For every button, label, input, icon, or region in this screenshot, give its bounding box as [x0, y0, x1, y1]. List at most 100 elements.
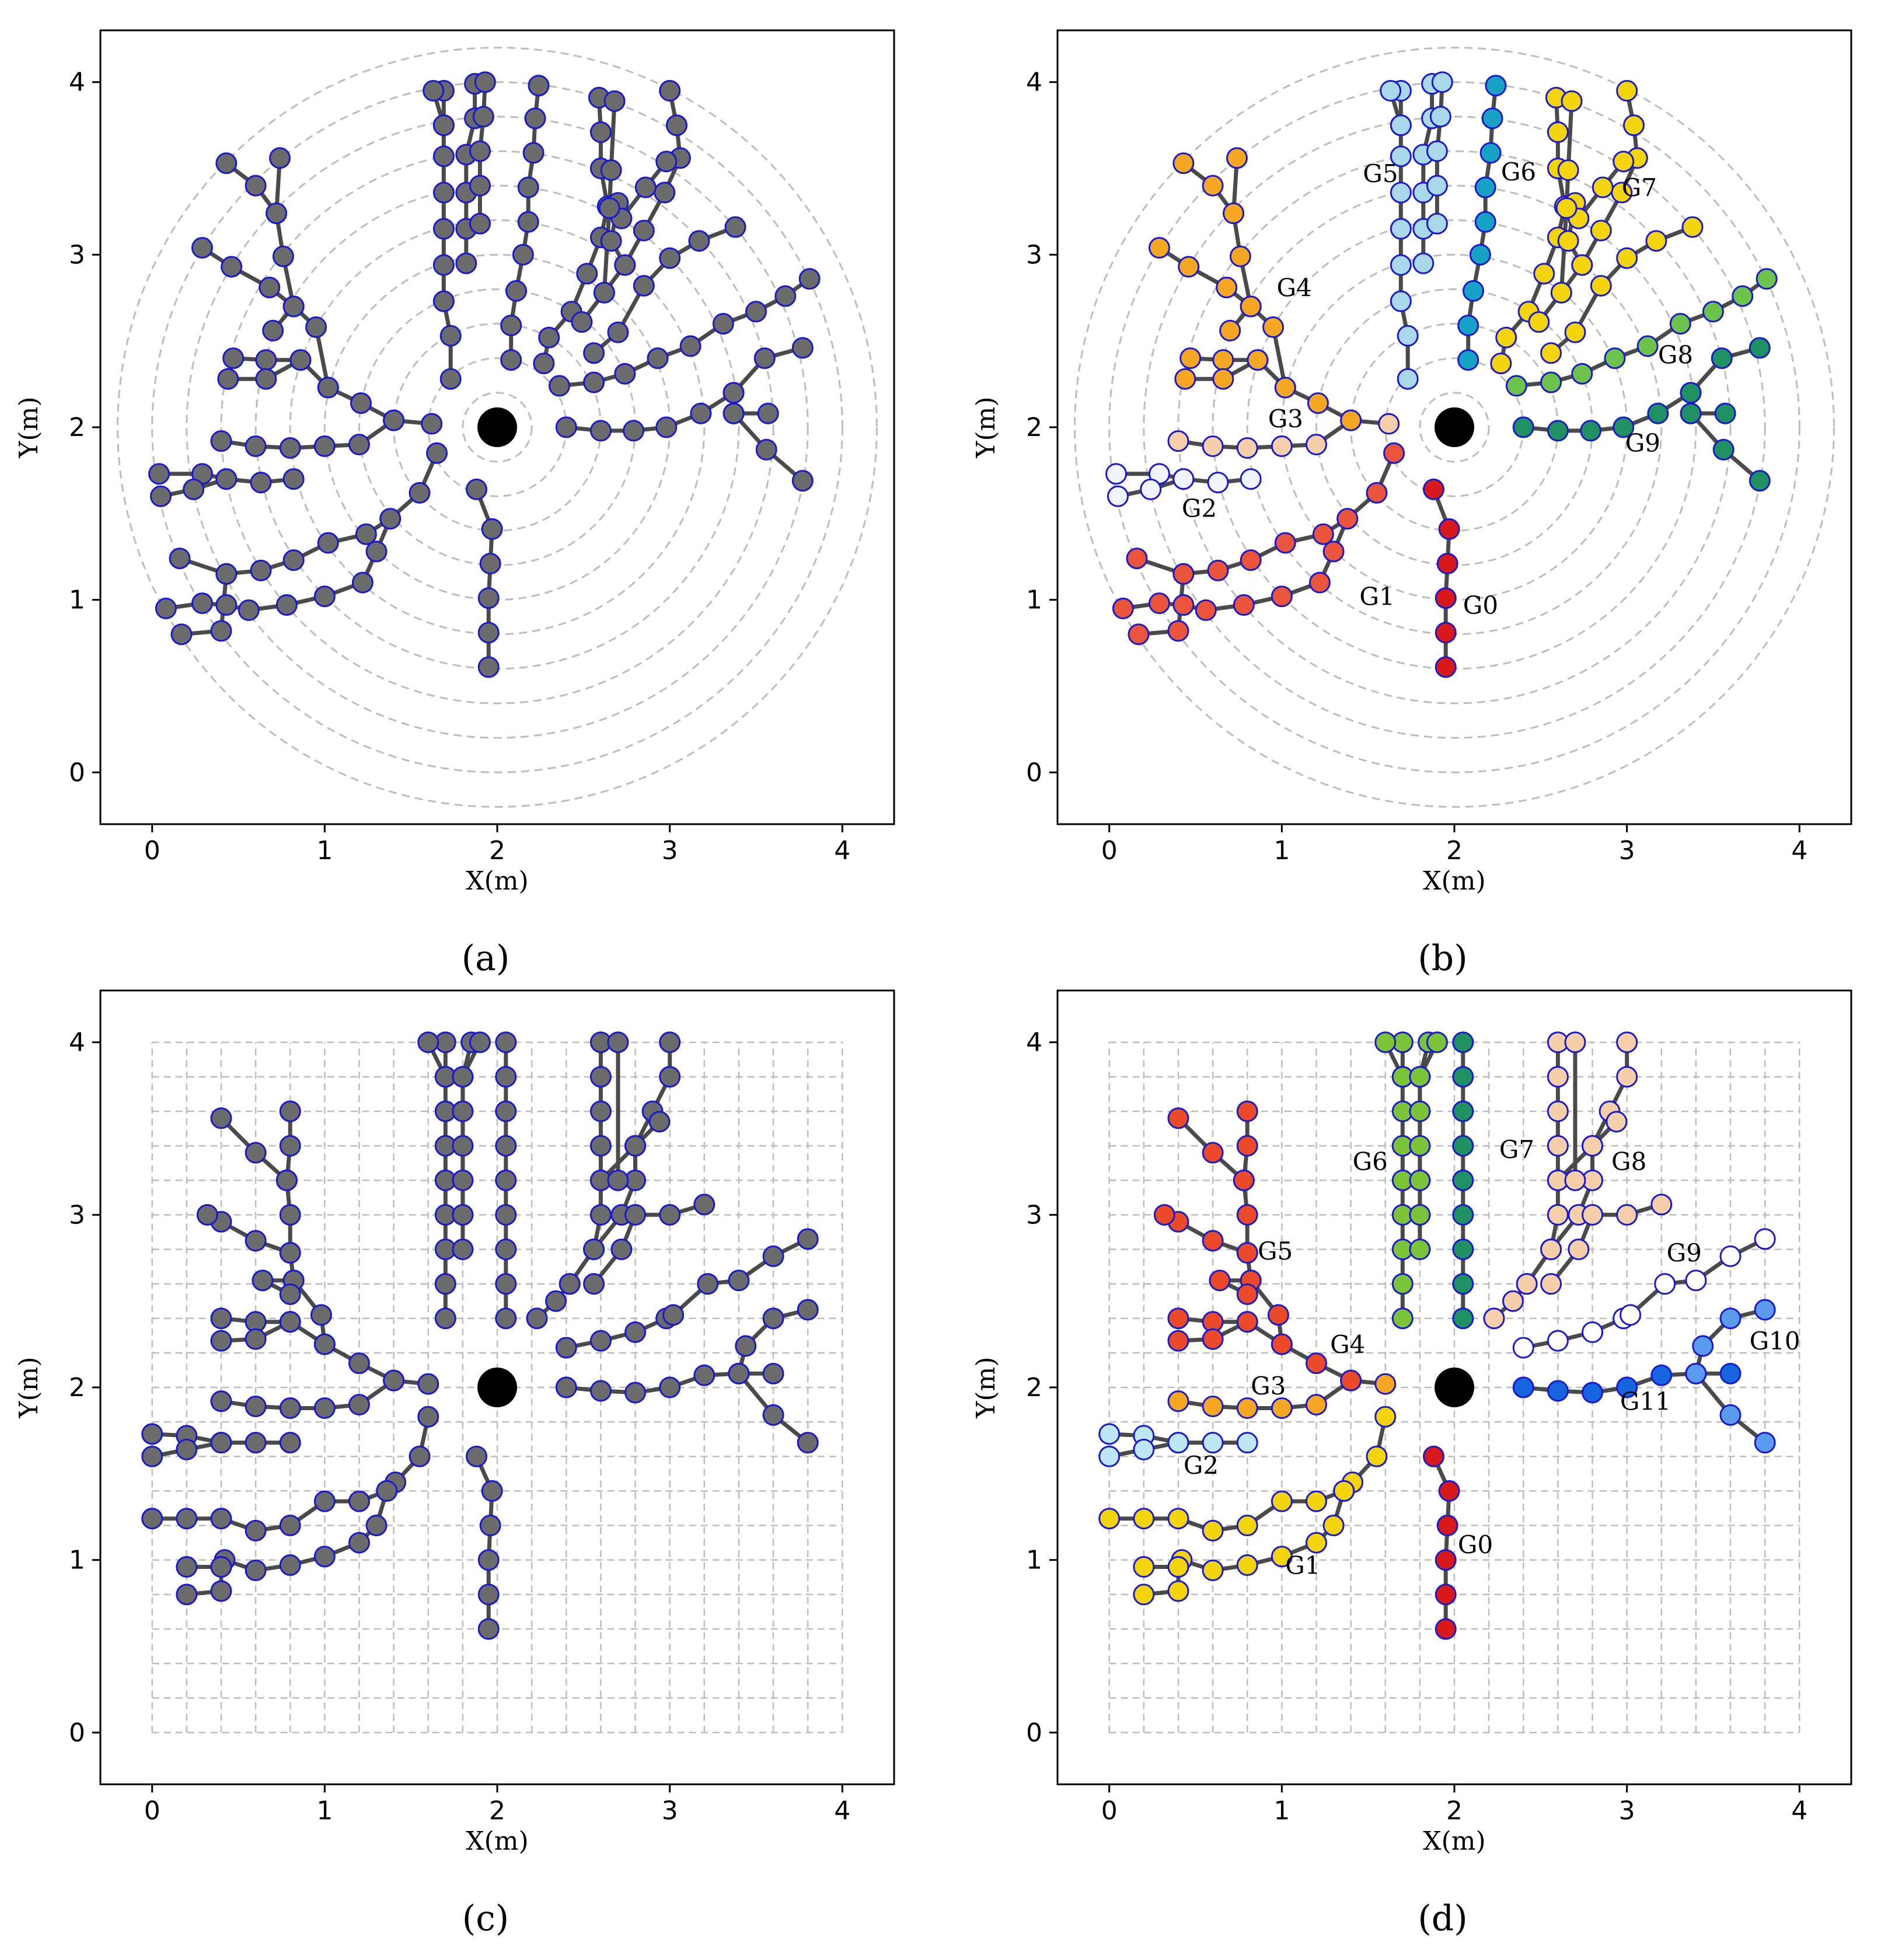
node-point [262, 319, 284, 341]
y-tick-label: 3 [69, 1200, 85, 1230]
node-point [571, 311, 593, 333]
plot-area [141, 1031, 843, 1734]
node-point [1479, 142, 1502, 164]
y-tick-label: 4 [69, 1028, 85, 1058]
node-point [1322, 1515, 1345, 1537]
node-point [1236, 1432, 1258, 1454]
node-point [268, 147, 291, 169]
node-point [210, 1432, 232, 1454]
node-point [1580, 420, 1602, 442]
x-tick-label: 3 [1619, 1796, 1635, 1826]
node-point [659, 247, 681, 269]
node-point [512, 243, 534, 266]
node-point [1557, 230, 1579, 252]
node-point [762, 1362, 784, 1384]
node-point [176, 1438, 198, 1460]
node-point [1333, 1480, 1355, 1502]
node-point [1732, 285, 1754, 307]
node-point [1133, 1438, 1155, 1460]
node-point [1336, 508, 1359, 530]
node-point [1423, 478, 1445, 500]
node-point [589, 121, 612, 143]
node-point [1271, 435, 1293, 458]
y-tick-label: 1 [69, 585, 85, 615]
group-label: G9 [1667, 1239, 1702, 1267]
node-point [1547, 1380, 1569, 1402]
node-point [149, 485, 172, 507]
node-point [481, 1480, 503, 1502]
group-label: G4 [1330, 1330, 1365, 1359]
node-point [495, 1307, 517, 1330]
node-point [693, 1194, 716, 1216]
node-point [1438, 1480, 1460, 1502]
node-point [589, 1380, 612, 1402]
node-point [1322, 540, 1345, 563]
node-point [1582, 1204, 1604, 1226]
group-label: G0 [1458, 1530, 1493, 1559]
plot-area [1098, 1031, 1800, 1734]
node-point [210, 430, 232, 452]
node-point [1383, 442, 1405, 464]
node-point [452, 1169, 474, 1191]
node-point [634, 176, 657, 198]
node-point [479, 553, 501, 575]
node-point [1647, 402, 1669, 424]
node-point [697, 1273, 719, 1295]
node-point [196, 1204, 218, 1226]
node-point [1533, 263, 1555, 285]
node-point [1391, 1273, 1414, 1295]
node-point [1547, 1066, 1569, 1088]
node-point [1582, 1382, 1604, 1404]
node-point [426, 442, 448, 464]
node-point [633, 275, 655, 297]
node-point [170, 623, 193, 646]
node-point [600, 159, 622, 181]
node-point [524, 107, 546, 130]
node-point [1167, 620, 1189, 642]
node-point [1540, 1273, 1562, 1295]
node-point [1669, 313, 1691, 335]
node-point [1409, 1238, 1431, 1260]
node-point [1474, 176, 1496, 198]
branch-line [1492, 1042, 1560, 1320]
node-point [1557, 159, 1579, 181]
node-point [495, 1066, 517, 1088]
node-point [1754, 1432, 1776, 1454]
node-point [1374, 1406, 1397, 1428]
node-point [141, 1445, 163, 1467]
node-point [217, 368, 239, 390]
node-point [279, 437, 301, 459]
node-point [791, 470, 814, 492]
range-circle [1419, 392, 1490, 463]
node-point [434, 1307, 456, 1330]
group-label: G2 [1184, 1451, 1219, 1480]
y-tick-label: 2 [1026, 413, 1042, 442]
node-point [538, 326, 560, 348]
y-tick-label: 1 [69, 1546, 85, 1575]
range-circle [462, 392, 533, 463]
node-point [712, 313, 734, 335]
node-point [1616, 79, 1638, 102]
node-point [1714, 402, 1736, 424]
node-point [495, 1100, 517, 1122]
node-point [693, 1364, 716, 1386]
node-point [757, 402, 779, 424]
panel-d: G0 G1 G2 G3 G4 G5 G6 G7 G8 G9 G10 G11 0 1 2 3 4 0 1 2 3 4 X(m)… [971, 989, 1852, 1939]
node-point [477, 656, 500, 678]
y-tick-label: 0 [1026, 758, 1042, 787]
node-point [1622, 114, 1645, 137]
node-point [222, 347, 245, 369]
node-point [1390, 218, 1412, 240]
node-point [279, 1241, 301, 1264]
node-point [1236, 1311, 1258, 1333]
node-point [1271, 585, 1293, 608]
node-point [383, 409, 405, 431]
node-point [275, 594, 298, 616]
node-point [1540, 371, 1562, 393]
node-point [624, 1321, 647, 1343]
node-point [215, 563, 238, 585]
branch-line [233, 356, 395, 423]
node-point [1262, 316, 1285, 339]
node-point [1167, 1107, 1189, 1129]
node-point [735, 1335, 757, 1357]
